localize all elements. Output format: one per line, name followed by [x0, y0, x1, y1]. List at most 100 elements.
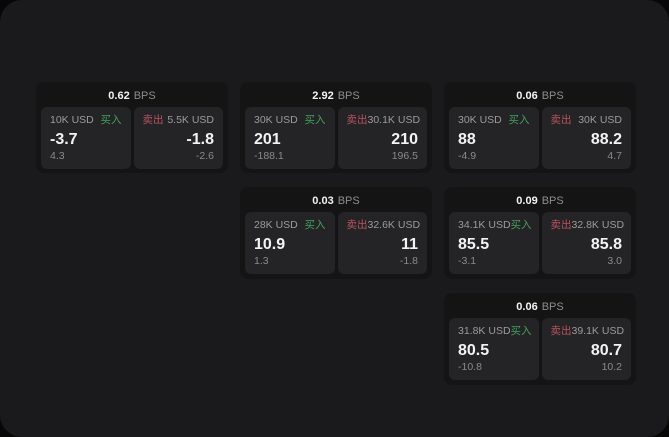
sell-panel-header: 卖出 39.1K USD [550, 325, 625, 338]
sell-delta: -2.6 [195, 150, 214, 162]
sell-amount: 30.1K USD [367, 114, 421, 126]
buy-side-label: 买入 [510, 325, 532, 337]
buy-panel-header: 10K USD 买入 [50, 114, 122, 127]
buy-amount: 31.8K USD [458, 325, 511, 337]
sell-panel[interactable]: 卖出 30.1K USD 210 196.5 [337, 107, 427, 169]
bps-spread-header: 0.06 BPS [449, 297, 631, 318]
buy-sell-panels: 30K USD 买入 88 -4.9 卖出 30K USD 88.2 4.7 [449, 107, 631, 169]
buy-side-label: 买入 [304, 114, 326, 126]
bps-spread-value: 0.06 [516, 90, 538, 102]
buy-price: 80.5 [458, 342, 490, 359]
sell-price: 80.7 [590, 342, 622, 359]
buy-sell-panels: 30K USD 买入 201 -188.1 卖出 30.1K USD 210 1… [245, 107, 427, 169]
buy-delta: -10.8 [458, 361, 482, 373]
sell-panel[interactable]: 卖出 39.1K USD 80.7 10.2 [541, 318, 631, 380]
buy-price: 85.5 [458, 236, 490, 253]
sell-side-label: 卖出 [550, 219, 572, 231]
quote-card: 0.06 BPS 31.8K USD 买入 80.5 -10.8 卖出 39.1K… [444, 293, 636, 385]
bps-spread-value: 2.92 [312, 90, 334, 102]
sell-price: 88.2 [590, 131, 622, 148]
buy-amount: 34.1K USD [458, 219, 511, 231]
buy-sell-panels: 10K USD 买入 -3.7 4.3 卖出 5.5K USD -1.8 -2.… [41, 107, 223, 169]
buy-delta: -4.9 [458, 150, 477, 162]
buy-price: 201 [254, 131, 281, 148]
sell-amount: 5.5K USD [167, 114, 214, 126]
buy-panel[interactable]: 10K USD 买入 -3.7 4.3 [41, 107, 131, 169]
sell-panel-header: 卖出 30.1K USD [347, 114, 421, 127]
buy-panel-header: 30K USD 买入 [254, 114, 326, 127]
buy-panel[interactable]: 30K USD 买入 88 -4.9 [449, 107, 539, 169]
sell-panel[interactable]: 卖出 32.6K USD 11 -1.8 [337, 212, 427, 274]
quote-card: 2.92 BPS 30K USD 买入 201 -188.1 卖出 30.1K U… [240, 82, 432, 173]
buy-sell-panels: 31.8K USD 买入 80.5 -10.8 卖出 39.1K USD 80.… [449, 318, 631, 380]
sell-panel-header: 卖出 32.8K USD [550, 219, 625, 232]
sell-amount: 32.6K USD [367, 219, 421, 231]
quote-card: 0.06 BPS 30K USD 买入 88 -4.9 卖出 30K USD 88… [444, 82, 636, 173]
bps-spread-header: 0.09 BPS [449, 191, 631, 212]
bps-unit-label: BPS [541, 195, 564, 207]
bps-unit-label: BPS [337, 90, 360, 102]
sell-delta: -1.8 [399, 255, 418, 267]
bps-spread-header: 0.03 BPS [245, 191, 427, 212]
bps-unit-label: BPS [541, 301, 564, 313]
sell-side-label: 卖出 [550, 325, 572, 337]
sell-side-label: 卖出 [346, 219, 368, 231]
sell-price: 210 [391, 131, 418, 148]
buy-panel-header: 28K USD 买入 [254, 219, 326, 232]
quote-card-grid: 0.62 BPS 10K USD 买入 -3.7 4.3 卖出 5.5K USD … [36, 82, 636, 385]
sell-amount: 39.1K USD [571, 325, 625, 337]
buy-delta: -3.1 [458, 255, 477, 267]
bps-unit-label: BPS [337, 195, 360, 207]
bps-unit-label: BPS [541, 90, 564, 102]
buy-side-label: 买入 [100, 114, 122, 126]
sell-panel[interactable]: 卖出 30K USD 88.2 4.7 [541, 107, 631, 169]
sell-amount: 32.8K USD [571, 219, 625, 231]
buy-side-label: 买入 [304, 219, 326, 231]
buy-side-label: 买入 [510, 219, 532, 231]
sell-panel[interactable]: 卖出 5.5K USD -1.8 -2.6 [133, 107, 223, 169]
buy-amount: 10K USD [50, 114, 94, 126]
bps-unit-label: BPS [133, 90, 156, 102]
sell-panel-header: 卖出 30K USD [551, 114, 623, 127]
buy-sell-panels: 34.1K USD 买入 85.5 -3.1 卖出 32.8K USD 85.8… [449, 212, 631, 274]
buy-delta: -188.1 [254, 150, 284, 162]
buy-panel-header: 30K USD 买入 [458, 114, 530, 127]
bps-spread-header: 0.62 BPS [41, 86, 223, 107]
quote-card: 0.62 BPS 10K USD 买入 -3.7 4.3 卖出 5.5K USD … [36, 82, 228, 173]
sell-price: 11 [401, 236, 418, 253]
bps-spread-header: 2.92 BPS [245, 86, 427, 107]
buy-panel-header: 31.8K USD 买入 [458, 325, 532, 338]
sell-delta: 196.5 [391, 150, 418, 162]
sell-side-label: 卖出 [142, 114, 164, 126]
sell-panel-header: 卖出 32.6K USD [346, 219, 421, 232]
buy-panel[interactable]: 28K USD 买入 10.9 1.3 [245, 212, 335, 274]
buy-price: 88 [458, 131, 476, 148]
buy-sell-panels: 28K USD 买入 10.9 1.3 卖出 32.6K USD 11 -1.8 [245, 212, 427, 274]
sell-panel[interactable]: 卖出 32.8K USD 85.8 3.0 [541, 212, 631, 274]
sell-side-label: 卖出 [550, 114, 572, 126]
bps-spread-header: 0.06 BPS [449, 86, 631, 107]
buy-panel[interactable]: 31.8K USD 买入 80.5 -10.8 [449, 318, 539, 380]
buy-price: 10.9 [254, 236, 286, 253]
buy-delta: 4.3 [50, 150, 65, 162]
buy-side-label: 买入 [508, 114, 530, 126]
buy-amount: 30K USD [254, 114, 298, 126]
sell-delta: 4.7 [607, 150, 622, 162]
sell-delta: 10.2 [601, 361, 622, 373]
sell-delta: 3.0 [607, 255, 622, 267]
quote-card: 0.03 BPS 28K USD 买入 10.9 1.3 卖出 32.6K USD… [240, 187, 432, 279]
sell-panel-header: 卖出 5.5K USD [143, 114, 215, 127]
sell-price: -1.8 [186, 131, 214, 148]
bps-spread-value: 0.09 [516, 195, 538, 207]
bps-spread-value: 0.62 [108, 90, 130, 102]
quote-card: 0.09 BPS 34.1K USD 买入 85.5 -3.1 卖出 32.8K … [444, 187, 636, 279]
buy-amount: 30K USD [458, 114, 502, 126]
buy-price: -3.7 [50, 131, 78, 148]
buy-panel[interactable]: 34.1K USD 买入 85.5 -3.1 [449, 212, 539, 274]
buy-panel[interactable]: 30K USD 买入 201 -188.1 [245, 107, 335, 169]
buy-amount: 28K USD [254, 219, 298, 231]
buy-panel-header: 34.1K USD 买入 [458, 219, 532, 232]
sell-amount: 30K USD [578, 114, 622, 126]
bps-spread-value: 0.06 [516, 301, 538, 313]
